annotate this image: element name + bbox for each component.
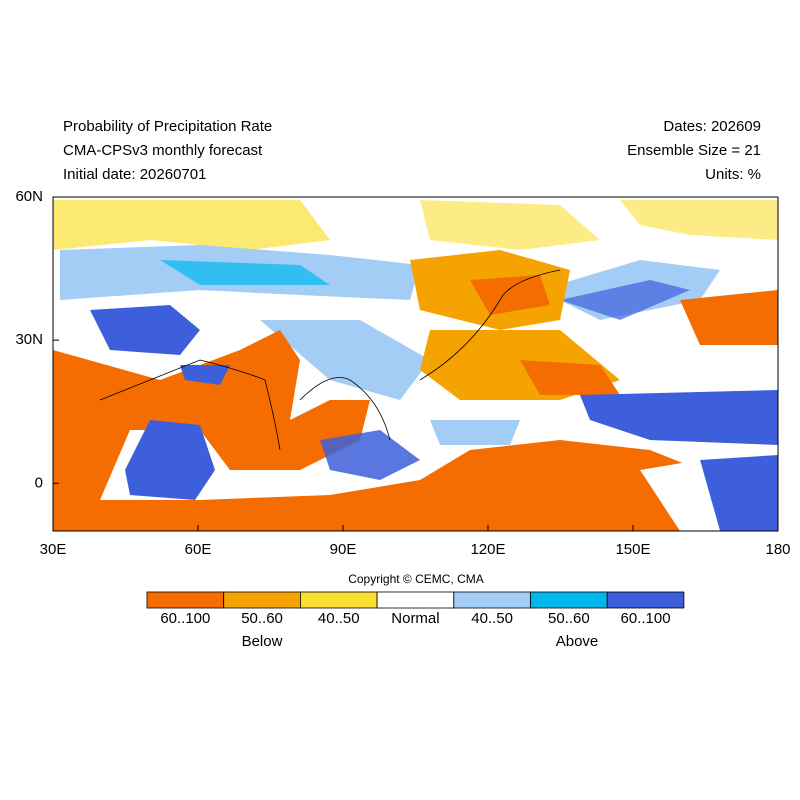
title: Probability of Precipitation Rate [63,118,272,135]
legend-swatch [606,591,685,609]
dates: Dates: 202609 [663,118,761,135]
x-tick-label: 30E [40,541,67,558]
legend-swatch [223,591,301,609]
map-field [53,197,778,531]
legend-swatch [530,591,608,609]
legend-label: 50..60 [241,610,283,627]
legend-swatch [376,591,455,609]
legend-label: 60..100 [621,610,671,627]
x-tick-label: 120E [470,541,505,558]
x-tick-label: 60E [185,541,212,558]
y-tick-label: 0 [35,474,43,491]
legend-label: 60..100 [160,610,210,627]
legend-label: 40..50 [471,610,513,627]
y-tick-label: 60N [15,188,43,205]
x-tick-label: 150E [615,541,650,558]
map-frame [52,196,779,532]
legend-below: Below [242,633,283,650]
copyright: Copyright © CEMC, CMA [348,572,484,586]
legend-label: 40..50 [318,610,360,627]
legend-label: 50..60 [548,610,590,627]
legend-swatch [453,591,531,609]
units: Units: % [705,166,761,183]
legend-swatch [299,591,378,609]
subtitle: CMA-CPSv3 monthly forecast [63,142,263,159]
initial-date: Initial date: 20260701 [63,166,206,183]
legend-swatch [146,591,225,609]
legend-above: Above [556,633,599,650]
y-tick-label: 30N [15,331,43,348]
legend-label: Normal [391,610,439,627]
ensemble-size: Ensemble Size = 21 [627,142,761,159]
x-tick-label: 90E [330,541,357,558]
x-tick-label: 180 [765,541,790,558]
